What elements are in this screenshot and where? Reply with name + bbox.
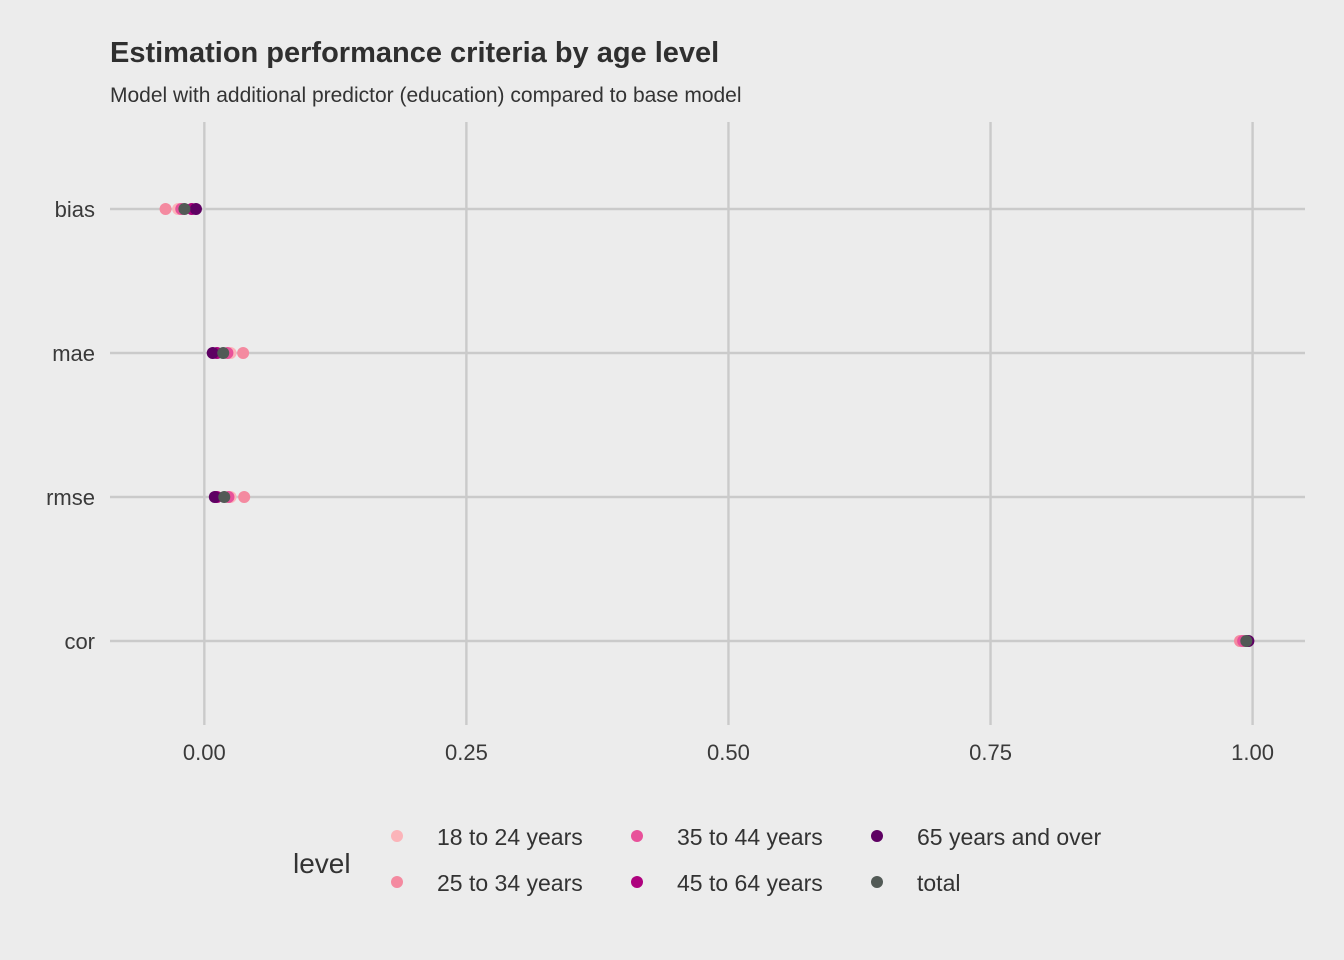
data-point: [238, 491, 251, 503]
legend-title: level: [293, 848, 351, 879]
legend-item-label: 65 years and over: [917, 824, 1101, 850]
data-point: [189, 203, 202, 215]
data-points: [159, 203, 1255, 647]
legend-item-label: 18 to 24 years: [437, 824, 583, 850]
data-point: [217, 347, 230, 359]
legend: level 18 to 24 years 25 to 34 years 35 to …: [293, 824, 1101, 896]
data-point: [206, 347, 219, 359]
legend-key: [391, 830, 403, 842]
data-point: [159, 203, 172, 215]
legend-key: [631, 876, 643, 888]
legend-key: [871, 830, 883, 842]
chart-title: Estimation performance criteria by age l…: [110, 37, 719, 69]
y-tick-label: mae: [52, 341, 95, 366]
data-point: [237, 347, 250, 359]
x-tick-label: 0.00: [183, 740, 226, 765]
axis-ticks: 0.00 0.25 0.50 0.75 1.00 bias mae rmse cor: [46, 197, 1274, 765]
legend-item-label: 35 to 44 years: [677, 824, 823, 850]
x-tick-label: 0.50: [707, 740, 750, 765]
chart-subtitle: Model with additional predictor (educati…: [110, 84, 742, 107]
y-tick-label: rmse: [46, 485, 95, 510]
y-tick-label: cor: [64, 629, 95, 654]
legend-key: [871, 876, 883, 888]
legend-key: [391, 876, 403, 888]
x-tick-label: 1.00: [1231, 740, 1274, 765]
x-tick-label: 0.25: [445, 740, 488, 765]
x-tick-label: 0.75: [969, 740, 1012, 765]
legend-item-label: 25 to 34 years: [437, 870, 583, 896]
y-tick-label: bias: [55, 197, 95, 222]
data-point: [1240, 635, 1253, 647]
legend-item-label: 45 to 64 years: [677, 870, 823, 896]
grid: [110, 122, 1305, 725]
data-point: [218, 491, 231, 503]
data-point: [208, 491, 221, 503]
legend-key: [631, 830, 643, 842]
legend-item-label: total: [917, 870, 960, 896]
data-point: [178, 203, 191, 215]
